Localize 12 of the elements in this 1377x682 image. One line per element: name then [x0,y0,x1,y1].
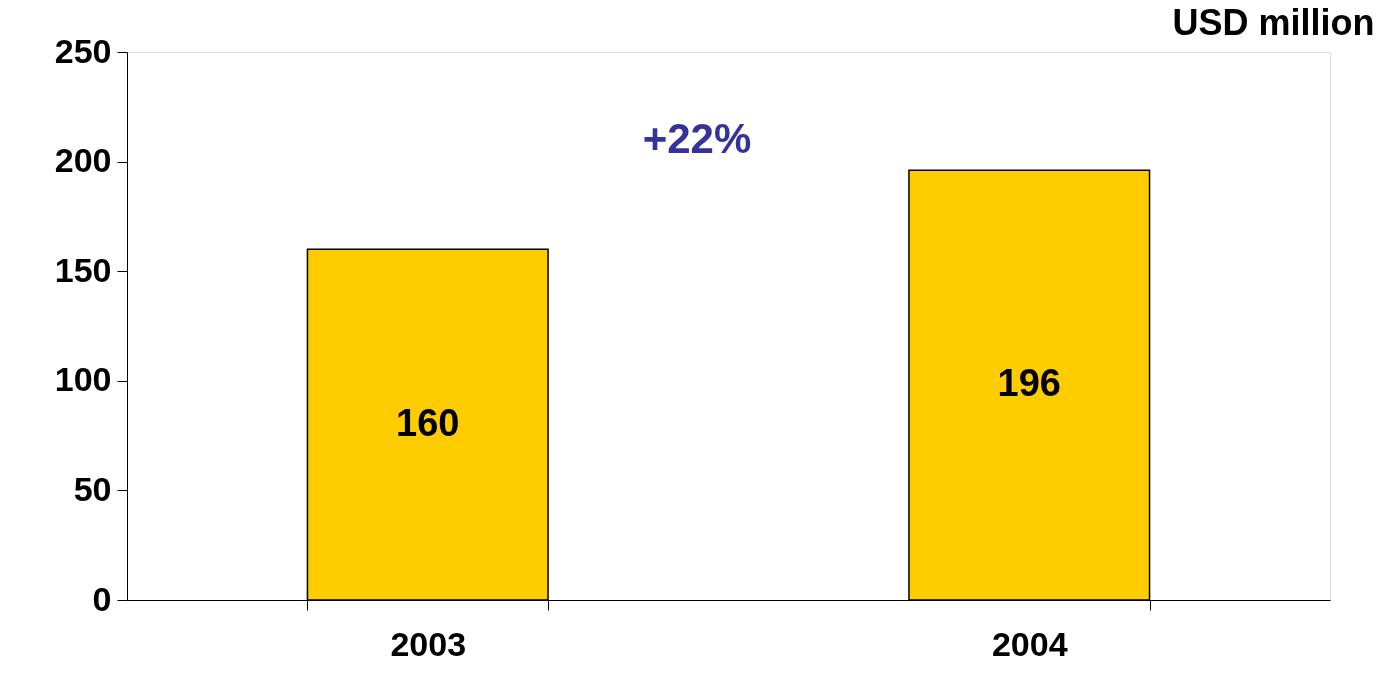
y-tick-label: 250 [54,31,112,70]
y-tick-label: 200 [54,141,112,180]
y-axis-title: USD million [1172,1,1375,43]
y-tick-label: 100 [54,360,112,399]
annotation: +22% [642,115,752,162]
y-tick-label: 150 [54,250,112,289]
y-tick-label: 50 [73,469,112,508]
data-label: 196 [997,362,1061,405]
x-tick-label: 2003 [390,624,467,663]
x-tick-label: 2004 [991,624,1068,663]
y-tick-label: 0 [92,579,112,618]
data-label: 160 [396,401,460,444]
